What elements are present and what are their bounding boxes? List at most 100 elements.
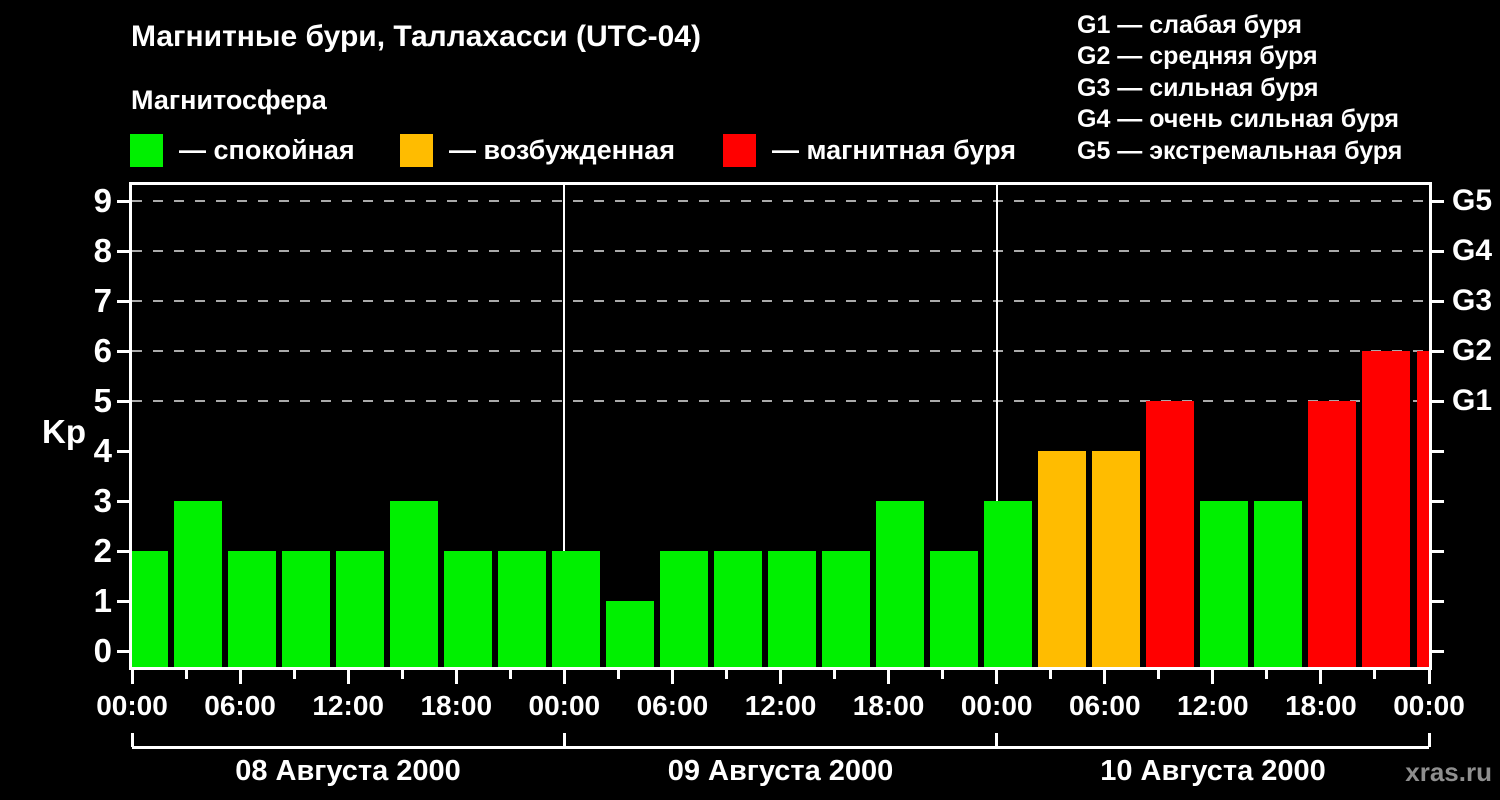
x-axis-tick	[508, 670, 512, 679]
storm-scale-line-g5: G5 — экстремальная буря	[1077, 136, 1403, 165]
x-tick-label: 12:00	[1177, 690, 1249, 721]
gridline-kp8	[132, 250, 1429, 252]
gridline-kp5	[132, 400, 1429, 402]
x-axis-tick	[1049, 670, 1053, 679]
x-axis-tick	[130, 670, 134, 684]
x-axis-tick	[346, 670, 350, 684]
x-axis-tick	[454, 670, 458, 684]
excited-color-swatch	[400, 133, 433, 167]
date-bracket-tick	[995, 733, 999, 747]
y-tick-label: 7	[93, 282, 112, 319]
x-tick-label: 18:00	[852, 690, 925, 721]
kp-bar	[876, 501, 925, 667]
kp-bar	[1092, 451, 1141, 667]
kp-bar	[227, 551, 276, 667]
kp-bar	[1362, 351, 1411, 667]
y-axis-tick	[117, 349, 129, 353]
y-axis-tick-right	[1432, 649, 1444, 653]
y-tick-label: 0	[93, 632, 112, 669]
y-axis-tick-right	[1432, 599, 1444, 603]
x-axis-tick	[1265, 670, 1269, 679]
storm-scale-line-g1: G1 — слабая буря	[1077, 11, 1303, 39]
kp-bar	[551, 551, 600, 667]
gridline-kp9	[132, 200, 1429, 202]
legend-label: — магнитная буря	[772, 134, 1016, 165]
gridline-kp7	[132, 300, 1429, 302]
x-axis-tick	[833, 670, 837, 679]
y-axis-tick-right	[1432, 199, 1444, 203]
x-tick-label: 18:00	[420, 690, 493, 721]
kp-bar	[1038, 451, 1087, 667]
day-separator	[995, 185, 998, 667]
storm-scale-line-g3: G3 — сильная буря	[1077, 73, 1319, 102]
x-axis-tick	[184, 670, 188, 679]
kp-bar	[497, 551, 546, 667]
x-tick-label: 00:00	[1393, 690, 1465, 721]
kp-bar	[659, 551, 708, 667]
kp-bar	[984, 501, 1033, 667]
storm-scale-legend: G1 — слабая буря G2 — средняя буря G3 — …	[1077, 11, 1402, 168]
legend-label: — спокойная	[179, 134, 355, 165]
x-tick-label: 06:00	[1068, 690, 1141, 721]
y-axis-tick-right	[1432, 549, 1444, 553]
kp-bar	[1308, 401, 1357, 667]
kp-bar	[768, 551, 816, 667]
y-axis-tick	[117, 249, 129, 253]
kp-bar	[132, 551, 168, 667]
x-axis-tick	[400, 670, 404, 679]
date-label: 09 Августа 2000	[667, 755, 894, 787]
g-scale-label: G1	[1452, 384, 1493, 417]
x-axis-tick	[1211, 670, 1215, 684]
y-axis-tick	[117, 299, 129, 303]
kp-bar	[443, 551, 492, 667]
y-tick-label: 3	[93, 482, 112, 519]
legend-label: — возбужденная	[449, 134, 675, 165]
date-bracket-line	[132, 746, 1429, 749]
x-axis-tick	[670, 670, 674, 684]
x-axis-tick	[616, 670, 620, 679]
kp-bar	[1146, 401, 1195, 667]
x-axis-tick	[941, 670, 945, 679]
kp-bar	[822, 551, 871, 667]
date-bracket-tick	[130, 733, 134, 747]
y-axis-title: Kp	[42, 413, 86, 450]
storm-scale-line-g4: G4 — очень сильная буря	[1077, 105, 1399, 134]
date-label: 10 Августа 2000	[1100, 755, 1326, 787]
x-tick-label: 00:00	[960, 690, 1033, 721]
kp-bar	[1416, 351, 1429, 667]
x-tick-label: 12:00	[744, 690, 817, 721]
legend-item-storm: — магнитная буря	[723, 133, 1016, 167]
quiet-color-swatch	[130, 133, 163, 167]
x-tick-label: 00:00	[96, 690, 168, 721]
y-tick-label: 4	[93, 432, 112, 469]
chart-title: Магнитные бури, Таллахасси (UTC-04)	[131, 20, 701, 53]
plot-area	[129, 182, 1432, 670]
y-axis-tick-right	[1432, 399, 1444, 403]
kp-bar	[930, 551, 979, 667]
day-separator	[563, 185, 566, 667]
g-scale-label: G2	[1452, 334, 1493, 367]
y-axis-tick	[117, 399, 129, 403]
x-axis-tick	[1373, 670, 1377, 679]
y-axis-tick	[117, 599, 129, 603]
x-tick-label: 18:00	[1285, 690, 1357, 721]
x-tick-label: 06:00	[204, 690, 276, 721]
date-bracket-tick	[562, 733, 566, 747]
kp-bar	[173, 501, 222, 667]
kp-bar	[389, 501, 438, 667]
y-axis-tick	[117, 499, 129, 503]
date-bracket-tick	[1427, 733, 1431, 747]
x-axis-tick	[1319, 670, 1323, 684]
kp-bar	[281, 551, 330, 667]
x-axis-tick	[887, 670, 891, 684]
y-tick-label: 6	[93, 332, 112, 369]
y-tick-label: 1	[93, 582, 112, 619]
x-tick-label: 12:00	[312, 690, 384, 721]
y-axis-tick	[117, 199, 129, 203]
kp-bar	[1254, 501, 1303, 667]
x-axis-tick	[724, 670, 728, 679]
y-axis-tick-right	[1432, 299, 1444, 303]
y-axis-tick	[117, 549, 129, 553]
storm-scale-line-g2: G2 — средняя буря	[1077, 42, 1318, 71]
